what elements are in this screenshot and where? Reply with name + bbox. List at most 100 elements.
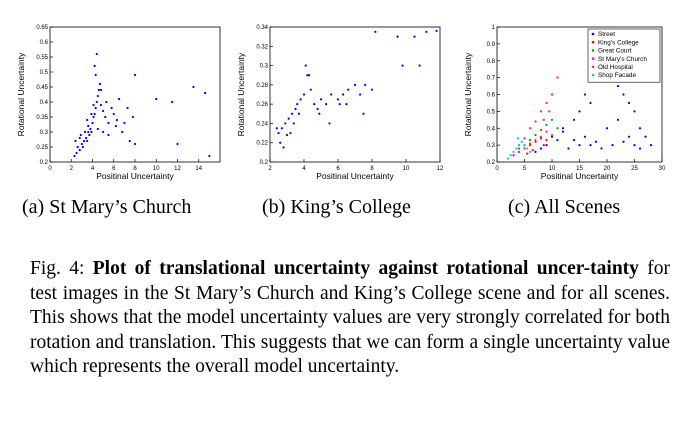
data-point: [345, 103, 348, 106]
data-point: [528, 144, 532, 147]
x-tick-label: 30: [659, 166, 666, 172]
data-point: [534, 120, 537, 123]
data-point: [638, 127, 642, 130]
data-point: [115, 118, 119, 122]
data-point: [539, 128, 543, 132]
data-point: [92, 103, 95, 107]
data-point: [567, 147, 570, 150]
data-point: [330, 93, 333, 96]
data-point: [117, 97, 121, 101]
data-point: [78, 148, 81, 152]
data-point: [336, 98, 340, 101]
caption-title: Plot of translational uncertainty agains…: [92, 258, 639, 279]
data-point: [526, 152, 529, 155]
data-point: [309, 88, 312, 91]
data-point: [318, 112, 321, 115]
data-point: [534, 138, 537, 142]
data-point: [114, 124, 117, 128]
data-point: [112, 112, 115, 116]
data-point: [123, 121, 126, 125]
data-point: [413, 35, 416, 38]
legend-marker: [591, 32, 595, 36]
data-point: [627, 101, 631, 105]
data-point: [347, 88, 350, 91]
data-point: [82, 139, 86, 143]
data-point: [633, 144, 636, 147]
data-point: [104, 115, 107, 119]
data-point: [297, 112, 300, 115]
data-point: [561, 127, 565, 130]
data-point: [526, 147, 529, 150]
data-point: [583, 135, 587, 138]
legend-box: [587, 28, 661, 83]
data-point: [87, 130, 90, 134]
data-point: [192, 85, 195, 89]
x-tick-label: 10: [403, 166, 410, 172]
data-point: [81, 145, 85, 149]
data-point: [556, 76, 559, 79]
data-point: [90, 112, 93, 116]
data-point: [611, 144, 614, 147]
data-point: [534, 133, 537, 137]
data-point: [583, 93, 587, 96]
data-point: [517, 147, 521, 150]
data-point: [616, 118, 620, 121]
data-point: [126, 106, 129, 110]
x-tick-label: 12: [174, 166, 181, 172]
data-point: [578, 144, 581, 147]
data-point: [80, 142, 83, 146]
data-point: [302, 93, 306, 96]
data-point: [531, 149, 534, 152]
legend-label: Great Court: [598, 48, 632, 55]
data-point: [94, 106, 97, 110]
legend-label: St Mary’s Church: [598, 56, 647, 63]
data-point: [99, 103, 103, 107]
data-point: [600, 147, 603, 150]
data-point: [516, 137, 520, 140]
data-point: [528, 127, 532, 130]
data-point: [294, 107, 297, 111]
data-point: [74, 139, 77, 143]
data-point: [73, 154, 76, 158]
data-point: [572, 138, 576, 142]
data-point: [306, 74, 309, 77]
scatter-plot-kings-college: 2 4 6 8 10 12 0.2 0.22 0.24 0.26 0.28 0.3 0.32 0.34 Po…: [236, 25, 444, 181]
data-point: [83, 130, 87, 134]
subcaption-a: (a) St Mary’s Church: [22, 196, 192, 218]
caption-prefix: Fig. 4:: [30, 258, 93, 279]
data-point: [364, 83, 367, 86]
x-tick-label: 12: [437, 166, 444, 172]
y-axis-label: Rotational Uncertainty: [463, 52, 473, 136]
y-tick-label: 0.5: [487, 109, 496, 115]
data-point: [102, 130, 105, 134]
data-point: [401, 64, 404, 67]
data-point: [572, 118, 576, 121]
data-point: [155, 97, 158, 101]
data-point: [545, 101, 548, 105]
y-tick-label: 1: [492, 25, 496, 31]
data-point: [517, 144, 521, 147]
data-point: [370, 88, 374, 91]
data-point: [649, 144, 653, 147]
data-point: [282, 146, 285, 149]
data-point: [523, 147, 526, 150]
x-axis-label: Positinal Uncertainty: [316, 171, 394, 181]
y-tick-label: 0.3: [487, 143, 496, 149]
y-tick-label: 0.6: [40, 40, 49, 46]
data-point: [289, 131, 292, 135]
data-point: [308, 74, 311, 77]
data-point: [287, 117, 290, 120]
data-point: [425, 30, 428, 33]
y-tick-label: 0.4: [40, 100, 49, 106]
x-axis-label: Positinal Uncertainty: [541, 171, 619, 181]
data-point: [313, 103, 316, 106]
data-point: [97, 88, 100, 92]
data-point: [545, 138, 548, 142]
scatter-plot-st-marys-church: 0 2 4 6 8 10 12 14 0.2 0.25 0.3 0.35 0.4 0.45 0.5 0.55 0…: [16, 25, 221, 181]
data-point: [528, 138, 532, 142]
legend-label: Old Hospital: [598, 64, 633, 71]
data-point: [594, 140, 598, 143]
data-point: [277, 131, 280, 135]
data-point: [548, 110, 551, 113]
subcaption-c: (c) All Scenes: [508, 196, 621, 218]
